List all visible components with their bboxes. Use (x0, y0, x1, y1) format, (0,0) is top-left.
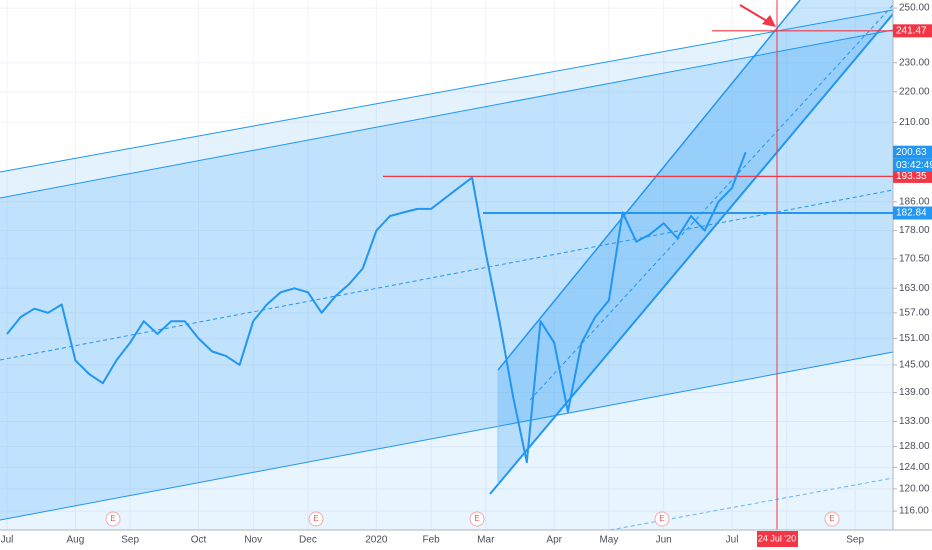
level-label-box (893, 206, 932, 220)
event-marker (654, 511, 670, 527)
x-tick-label: Oct (191, 535, 207, 546)
x-tick-label: May (599, 535, 618, 546)
y-tick-label: 178.00 (899, 225, 930, 236)
level-label: 241.47 (896, 25, 927, 36)
level-label-box (893, 169, 932, 183)
y-tick-label: 186.00 (899, 196, 930, 207)
channel-line (0, 9, 894, 173)
channel-median (609, 477, 894, 531)
y-tick-label: 250.00 (899, 3, 930, 14)
rising-channel-median (529, 4, 894, 401)
y-tick-label: 157.00 (899, 307, 930, 318)
crosshair-label-box (757, 531, 798, 547)
rising-channel (490, 0, 893, 494)
y-tick-label: 170.50 (899, 253, 930, 264)
x-tick-label: Dec (299, 535, 317, 546)
channel-line (0, 29, 894, 199)
y-tick-label: 151.00 (899, 333, 930, 344)
event-label: E (829, 514, 834, 523)
x-tick-label: Mar (477, 535, 495, 546)
event-label: E (110, 514, 115, 523)
y-tick-label: 120.00 (899, 484, 930, 495)
y-tick-label: 220.00 (899, 86, 930, 97)
event-marker (824, 511, 840, 527)
rising-channel-line (489, 13, 894, 495)
time-axis (0, 530, 932, 550)
y-tick-label: 145.00 (899, 360, 930, 371)
arrow-head (762, 15, 776, 27)
level-label-box (893, 24, 932, 38)
y-tick-label: 163.00 (899, 283, 930, 294)
y-tick-label: 230.00 (899, 57, 930, 68)
x-tick-label: Sep (121, 535, 139, 546)
x-tick-label: Feb (422, 535, 440, 546)
event-label: E (313, 514, 318, 523)
last-price-label: 200.63 (896, 147, 927, 158)
level-label: 182.84 (896, 208, 927, 219)
x-tick-label: Sep (846, 535, 864, 546)
x-tick-label: 2020 (365, 535, 388, 546)
channel-median (0, 189, 894, 361)
y-tick-label: 210.00 (899, 117, 930, 128)
event-marker (308, 511, 324, 527)
y-tick-label: 133.00 (899, 416, 930, 427)
x-tick-label: Nov (244, 535, 262, 546)
countdown-box (893, 158, 932, 172)
x-tick-label: Jun (656, 535, 672, 546)
y-tick-label: 139.00 (899, 387, 930, 398)
rising-channel-line (497, 0, 801, 371)
price-line (6, 151, 747, 464)
event-marker (105, 511, 121, 527)
crosshair-label: 24 Jul '20 (758, 533, 796, 543)
event-marker (469, 511, 485, 527)
y-tick-label: 128.00 (899, 441, 930, 452)
last-price-label-box (893, 145, 932, 159)
x-tick-label: Jul (1, 535, 14, 546)
drawings (0, 0, 894, 531)
x-tick-label: Aug (67, 535, 85, 546)
channel-line (0, 351, 894, 521)
price-axis (893, 0, 932, 550)
event-label: E (659, 514, 664, 523)
y-tick-label: 116.00 (899, 506, 929, 517)
event-label: E (474, 514, 479, 523)
countdown: 03:42:49 (896, 160, 932, 171)
level-label: 193.35 (896, 171, 927, 182)
x-tick-label: Apr (546, 535, 562, 546)
channel-lower-band (0, 352, 893, 530)
y-tick-label: 124.00 (899, 462, 930, 473)
x-tick-label: Jul (726, 535, 739, 546)
channel-main (0, 30, 893, 520)
channel-upper-band (0, 10, 893, 198)
